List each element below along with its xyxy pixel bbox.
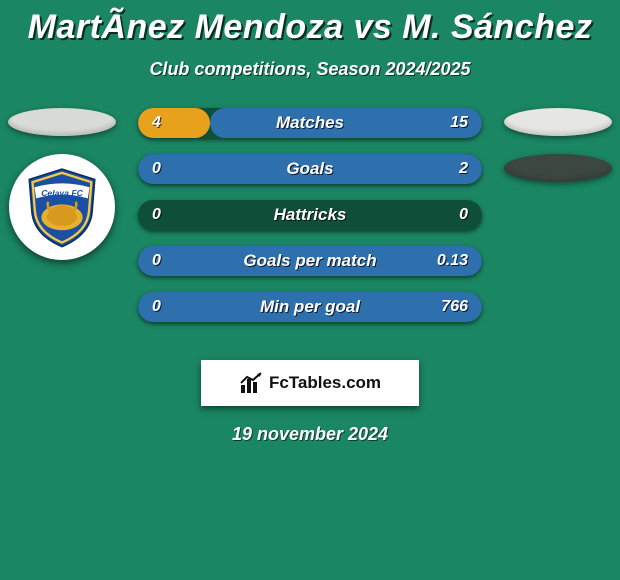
subtitle: Club competitions, Season 2024/2025 xyxy=(0,59,620,80)
stat-label: Goals per match xyxy=(138,246,482,276)
page-title: MartÃ­nez Mendoza vs M. Sánchez xyxy=(0,0,620,47)
bar-chart-icon xyxy=(239,371,263,395)
stat-row: 0766Min per goal xyxy=(138,292,482,322)
stat-label: Matches xyxy=(138,108,482,138)
stat-label: Min per goal xyxy=(138,292,482,322)
brand-box: FcTables.com xyxy=(201,360,419,406)
comparison-stage: Celaya FC 415Matches 02Goals 00Hattricks 00… xyxy=(0,108,620,338)
stat-label: Goals xyxy=(138,154,482,184)
stat-row: 415Matches xyxy=(138,108,482,138)
player-left-column: Celaya FC xyxy=(2,108,122,260)
date-text: 19 november 2024 xyxy=(0,424,620,445)
stat-rows-container: 415Matches 02Goals 00Hattricks 00.13Goals p… xyxy=(138,108,482,322)
player-right-avatar-placeholder xyxy=(504,108,612,136)
player-left-avatar-placeholder xyxy=(8,108,116,136)
club-crest-icon: Celaya FC xyxy=(19,164,105,250)
stat-label: Hattricks xyxy=(138,200,482,230)
player-right-column xyxy=(498,108,618,182)
stat-row: 00.13Goals per match xyxy=(138,246,482,276)
infographic: MartÃ­nez Mendoza vs M. Sánchez Club com… xyxy=(0,0,620,580)
club-name-text: Celaya FC xyxy=(41,188,83,198)
stat-row: 02Goals xyxy=(138,154,482,184)
brand-text: FcTables.com xyxy=(269,373,381,393)
stat-row: 00Hattricks xyxy=(138,200,482,230)
player-right-club-placeholder xyxy=(504,154,612,182)
player-left-club-badge: Celaya FC xyxy=(9,154,115,260)
